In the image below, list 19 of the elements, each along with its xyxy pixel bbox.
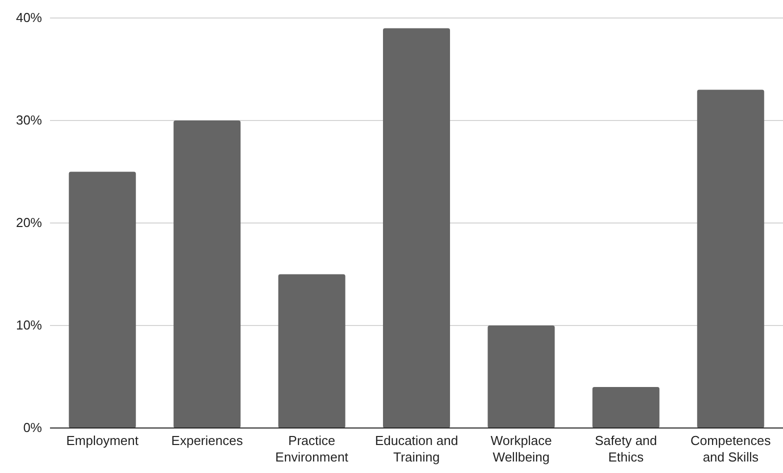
x-tick-label: Workplace Wellbeing [490,433,552,464]
bar [382,28,450,428]
bar [592,387,660,428]
bar [278,274,346,428]
bar [174,120,241,428]
y-tick-label: 20% [16,215,42,230]
x-tick-label: Experiences [171,433,244,448]
y-tick-label: 30% [16,112,42,128]
x-tick-label: Education and Training [374,433,458,464]
x-tick-label: Employment [66,433,139,448]
y-tick-label: 0% [23,420,42,436]
bar [68,172,136,428]
x-tick-label: Safety and Ethics [594,433,658,464]
x-tick-label: Practice Environment [275,433,349,464]
bar [697,90,764,428]
y-tick-label: 10% [16,318,42,333]
x-tick-label: Competences and Skills [690,433,772,464]
y-tick-label: 40% [16,10,42,26]
bar [488,326,555,428]
